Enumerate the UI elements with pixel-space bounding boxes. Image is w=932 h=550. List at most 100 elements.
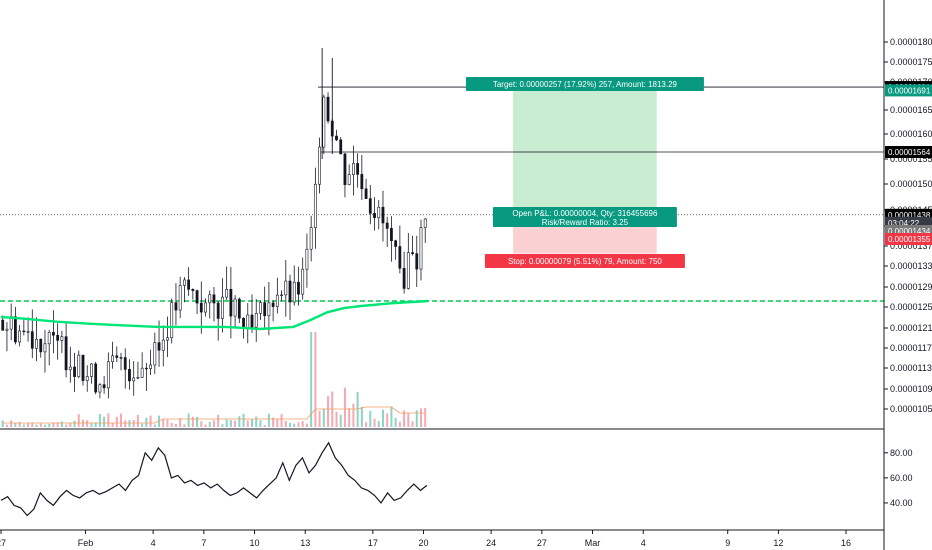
candle-body	[322, 96, 326, 148]
volume-bar	[170, 422, 173, 427]
candles	[1, 48, 427, 399]
candle-body	[191, 289, 195, 291]
candle-body	[136, 377, 140, 379]
candle-body	[343, 153, 347, 185]
date-tick-label: 24	[486, 538, 496, 548]
date-tick-label: 7	[201, 538, 206, 548]
price-tag-label: 0.00001355	[888, 235, 931, 244]
candle-body	[81, 354, 85, 381]
pnl-label-text: Open P&L: 0.00000004, Qty: 316455696	[512, 209, 658, 218]
volume-bar	[381, 409, 384, 427]
volume-bars	[1, 332, 427, 427]
candle-body	[254, 313, 258, 328]
candle-body	[52, 332, 55, 336]
price-tag	[885, 233, 932, 245]
volume-bar	[407, 412, 410, 427]
candle-body	[309, 227, 313, 250]
candle-body	[339, 139, 343, 155]
volume-bar	[111, 423, 114, 427]
candle-body	[305, 248, 309, 270]
candle-body	[35, 338, 38, 349]
volume-bar	[305, 423, 308, 427]
volume-ma-line	[2, 406, 426, 424]
candle-body	[111, 355, 114, 363]
candle-body	[153, 342, 157, 366]
stop-label[interactable]: Stop: 0.00000079 (5.51%) 79, Amount: 750	[484, 254, 685, 268]
volume-bar	[65, 424, 68, 427]
candle-body	[43, 343, 47, 353]
target-label-box	[465, 77, 704, 91]
volume-bar	[204, 424, 207, 427]
volume-bar	[115, 416, 118, 427]
volume-bar	[263, 424, 266, 427]
volume-bar	[124, 420, 127, 427]
candle-body	[394, 240, 398, 247]
volume-bar	[43, 424, 46, 427]
volume-bar	[128, 420, 131, 427]
candle-body	[157, 342, 161, 351]
volume-bar	[335, 411, 338, 427]
candle-body	[1, 319, 5, 331]
rr-label-text: Risk/Reward Ratio: 3.25	[542, 218, 629, 227]
candle-body	[377, 206, 381, 219]
price-tag-label: 0.00001691	[888, 86, 931, 95]
volume-bar	[136, 414, 139, 427]
chart-lines	[0, 86, 884, 302]
candle-body	[94, 363, 98, 393]
target-label[interactable]: Target: 0.00000257 (17.92%) 257, Amount:…	[465, 77, 704, 91]
volume-bar	[352, 403, 355, 427]
price-tag-label: 03:04:22	[888, 219, 920, 228]
volume-bar	[174, 423, 177, 427]
pnl-label[interactable]: Open P&L: 0.00000004, Qty: 316455696Risk…	[492, 207, 677, 227]
volume-bar	[255, 416, 258, 427]
volume-bar	[179, 418, 182, 427]
volume-bar	[60, 421, 63, 427]
candle-body	[351, 163, 355, 175]
volume-bar	[120, 413, 123, 427]
candle-body	[119, 357, 123, 359]
candle-body	[406, 252, 410, 289]
volume-bar	[145, 417, 148, 427]
volume-bar	[411, 421, 414, 427]
volume-bar	[289, 422, 292, 427]
volume-bar	[166, 419, 169, 427]
volume-bar	[238, 416, 241, 427]
date-tick-label: 27	[0, 538, 6, 548]
candle-body	[166, 337, 169, 341]
volume-bar	[403, 410, 406, 427]
candle-body	[221, 296, 224, 319]
candle-body	[13, 316, 17, 343]
volume-bar	[343, 387, 346, 427]
candle-body	[5, 328, 9, 331]
date-tick-label: 10	[250, 538, 260, 548]
volume-bar	[280, 414, 283, 427]
stop-label-box	[484, 254, 685, 268]
candle-body	[335, 135, 338, 141]
candle-body	[411, 252, 414, 254]
candle-body	[30, 331, 34, 349]
volume-bar	[229, 420, 232, 427]
volume-bar	[22, 424, 25, 427]
rsi-line	[0, 441, 428, 517]
candle-body	[216, 302, 220, 319]
candle-body	[250, 314, 254, 328]
candle-body	[144, 367, 148, 370]
candle-body	[68, 366, 72, 371]
volume-bar	[183, 424, 186, 427]
volume-bar	[415, 410, 418, 427]
candle-body	[313, 183, 317, 228]
position-labels[interactable]: Target: 0.00000257 (17.92%) 257, Amount:…	[465, 77, 704, 268]
date-tick-label: 4	[151, 538, 156, 548]
volume-bar	[153, 424, 156, 427]
candle-body	[385, 222, 389, 229]
candle-body	[288, 280, 292, 303]
moving-average-line	[0, 299, 429, 331]
volume-bar	[69, 422, 72, 427]
